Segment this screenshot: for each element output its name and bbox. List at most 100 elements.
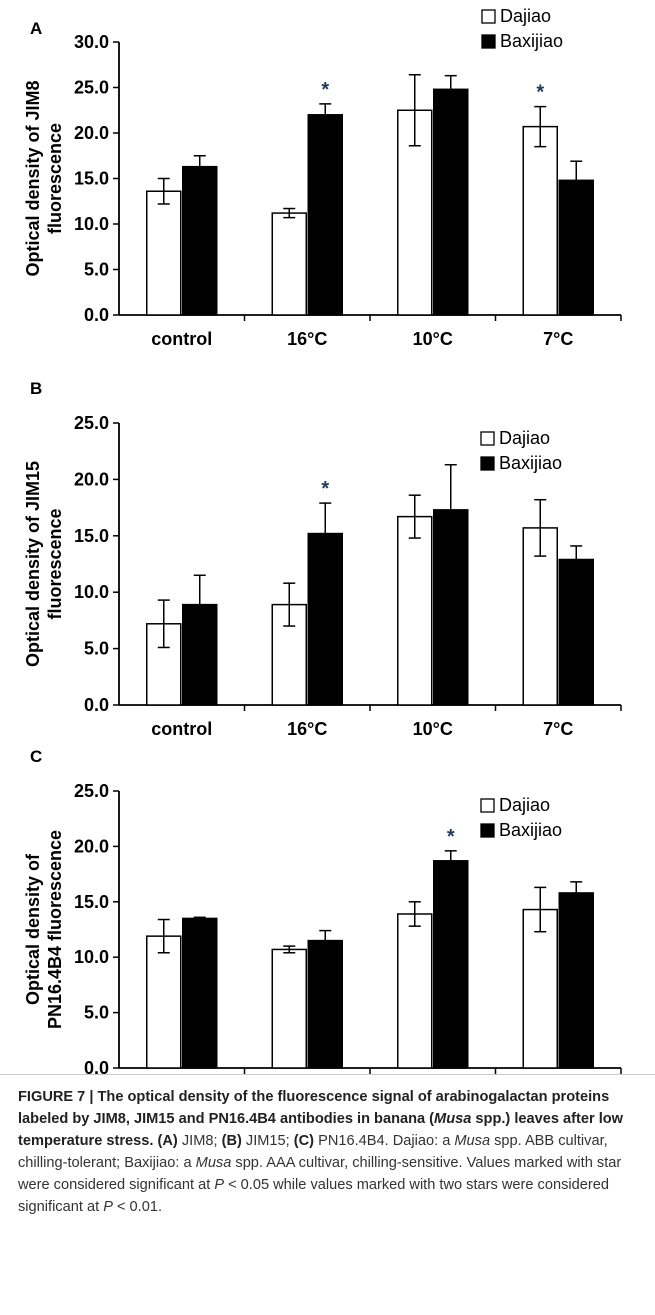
bar-baxijiao (433, 860, 469, 1069)
y-tick-label: 20.0 (74, 469, 109, 489)
y-axis-label-line: Optical density of JIM15 (23, 461, 43, 667)
y-tick-label: 5.0 (84, 260, 109, 280)
y-tick-label: 25.0 (74, 413, 109, 433)
y-tick-label: 20.0 (74, 836, 109, 856)
bar-baxijiao (558, 892, 594, 1069)
bar-dajiao (146, 190, 182, 316)
legend-label-baxijiao: Baxijiao (499, 453, 562, 473)
y-tick-label: 0.0 (84, 695, 109, 715)
significance-star: * (536, 82, 544, 104)
caption-text-g: < 0.01. (112, 1199, 163, 1215)
y-axis-label-a: Optical density of JIM8 fluorescence (23, 80, 65, 276)
caption-italic-musa-1: Musa (454, 1133, 491, 1149)
x-tick-label: 7°C (543, 719, 573, 739)
bar-baxijiao (307, 532, 343, 706)
panel-label-b: B (30, 379, 42, 398)
significance-star: * (447, 826, 455, 848)
legend-label-dajiao: Dajiao (499, 795, 550, 815)
panel-label-c: C (30, 747, 42, 766)
y-axis-label-line: PN16.4B4 fluorescence (45, 830, 65, 1029)
x-tick-label: control (151, 719, 212, 739)
significance-star: * (321, 478, 329, 500)
y-tick-label: 0.0 (84, 1058, 109, 1078)
caption-text-b: JIM15; (241, 1133, 294, 1149)
caption-title-italic: Musa (434, 1111, 472, 1127)
caption-ref-c: (C) (293, 1133, 315, 1149)
y-axis-label-line: Optical density of (23, 853, 43, 1005)
caption-text-c: PN16.4B4. Dajiao: a (314, 1133, 455, 1149)
y-tick-label: 0.0 (84, 305, 109, 325)
caption-italic-musa-2: Musa (195, 1155, 232, 1171)
legend-label-dajiao: Dajiao (500, 6, 551, 26)
bar-baxijiao (558, 558, 594, 706)
bar-dajiao (271, 948, 307, 1069)
x-tick-label: 7°C (543, 329, 573, 349)
bar-baxijiao (182, 165, 218, 316)
y-tick-label: 30.0 (74, 32, 109, 52)
x-tick-label: control (151, 329, 212, 349)
caption-divider (0, 1074, 655, 1075)
y-axis-label-b: Optical density of JIM15 fluorescence (23, 461, 65, 667)
caption-text-d: spp. ABB cultivar, chilling-tolerant; Ba… (18, 1133, 608, 1171)
bar-dajiao (397, 913, 433, 1069)
x-tick-label: 10°C (413, 719, 453, 739)
bar-baxijiao (433, 88, 469, 316)
y-tick-label: 5.0 (84, 639, 109, 659)
bar-baxijiao (182, 917, 218, 1069)
legend-swatch-baxijiao (480, 456, 495, 471)
bar-dajiao (522, 125, 558, 316)
y-axis-label-c: Optical density of PN16.4B4 fluorescence (23, 830, 65, 1029)
bar-baxijiao (307, 939, 343, 1069)
x-tick-label: 16°C (287, 329, 327, 349)
legend-swatch-dajiao (480, 798, 495, 813)
y-tick-label: 15.0 (74, 892, 109, 912)
y-tick-label: 10.0 (74, 214, 109, 234)
caption-title-end: spp.) leaves after low temperature stres… (18, 1111, 624, 1149)
bar-baxijiao (433, 509, 469, 706)
y-axis-label-line: Optical density of JIM8 (23, 80, 43, 276)
figure-caption: FIGURE 7 | The optical density of the fl… (18, 1086, 643, 1218)
bar-dajiao (522, 908, 558, 1069)
y-tick-label: 10.0 (74, 582, 109, 602)
x-tick-label: 10°C (413, 329, 453, 349)
y-tick-label: 15.0 (74, 169, 109, 189)
legend-label-dajiao: Dajiao (499, 428, 550, 448)
y-axis-label-line: fluorescence (45, 123, 65, 234)
bar-baxijiao (558, 179, 594, 316)
caption-italic-p1: P (214, 1177, 225, 1193)
caption-title: FIGURE 7 | The optical density of the fl… (18, 1089, 623, 1149)
y-tick-label: 5.0 (84, 1003, 109, 1023)
caption-text-e: spp. AAA cultivar, chilling-sensitive. V… (18, 1155, 622, 1193)
legend-swatch-baxijiao (481, 34, 496, 49)
x-tick-label: 16°C (287, 719, 327, 739)
y-tick-label: 25.0 (74, 781, 109, 801)
bar-baxijiao (182, 603, 218, 706)
legend-swatch-dajiao (480, 431, 495, 446)
bar-dajiao (397, 515, 433, 706)
y-tick-label: 20.0 (74, 123, 109, 143)
y-tick-label: 10.0 (74, 947, 109, 967)
caption-text-f: < 0.05 while values marked with two star… (18, 1177, 609, 1215)
caption-ref-a: (A) (157, 1133, 178, 1149)
legend-swatch-dajiao (481, 9, 496, 24)
caption-title-text: FIGURE 7 | The optical density of the fl… (18, 1089, 610, 1127)
caption-ref-b: (B) (221, 1133, 242, 1149)
y-axis-label-line: fluorescence (45, 508, 65, 619)
bar-dajiao (271, 212, 307, 316)
legend-swatch-baxijiao (480, 823, 495, 838)
significance-star: * (321, 79, 329, 101)
chart-panel-b: B Optical density of JIM15 fluorescence 0.0… (23, 379, 622, 739)
bar-dajiao (271, 603, 307, 706)
chart-panel-a: A Optical density of JIM8 fluorescence 0.0 5… (23, 6, 622, 349)
bar-baxijiao (307, 114, 343, 316)
caption-text-a: JIM8; (177, 1133, 222, 1149)
y-tick-label: 25.0 (74, 78, 109, 98)
chart-panel-c: C Optical density of PN16.4B4 fluorescence… (23, 747, 622, 1078)
y-tick-label: 15.0 (74, 526, 109, 546)
legend-label-baxijiao: Baxijiao (499, 820, 562, 840)
legend-label-baxijiao: Baxijiao (500, 31, 563, 51)
panel-label-a: A (30, 19, 42, 38)
caption-italic-p2: P (103, 1199, 113, 1215)
bar-dajiao (146, 935, 182, 1069)
